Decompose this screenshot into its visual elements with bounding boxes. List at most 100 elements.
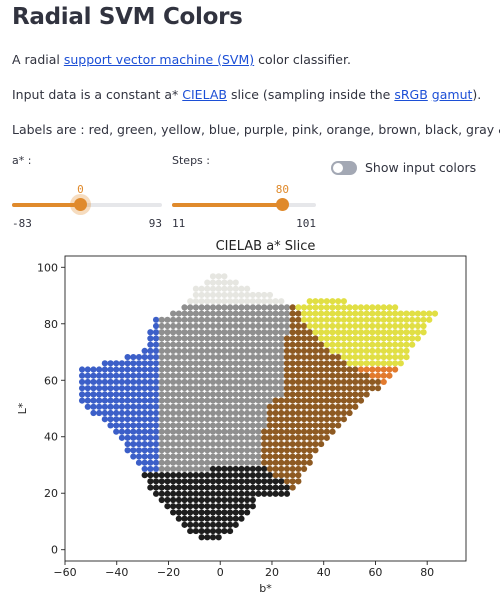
point-yellow bbox=[386, 310, 393, 317]
point-gray bbox=[181, 397, 188, 404]
point-gray bbox=[244, 397, 251, 404]
show-input-colors-toggle[interactable]: Show input colors bbox=[331, 160, 476, 175]
point-gray bbox=[221, 397, 228, 404]
point-gray bbox=[244, 335, 251, 342]
point-black bbox=[170, 472, 177, 479]
point-gray bbox=[158, 422, 165, 429]
point-brown bbox=[289, 329, 296, 336]
point-gray bbox=[164, 422, 171, 429]
point-gray bbox=[192, 403, 200, 410]
point-gray bbox=[158, 397, 165, 404]
point-brown bbox=[289, 422, 296, 429]
point-gray bbox=[192, 316, 200, 323]
point-yellow bbox=[318, 329, 325, 336]
point-blue bbox=[130, 422, 137, 429]
point-black bbox=[221, 515, 228, 522]
point-gray bbox=[232, 347, 239, 354]
point-gray bbox=[158, 354, 165, 361]
point-gray bbox=[164, 316, 171, 323]
point-gray bbox=[266, 329, 273, 336]
point-gray bbox=[198, 335, 205, 342]
point-yellow bbox=[346, 329, 353, 336]
point-yellow bbox=[329, 298, 336, 305]
point-brown bbox=[340, 378, 347, 386]
point-brown bbox=[346, 403, 353, 410]
point-blue bbox=[141, 372, 148, 379]
point-gray bbox=[204, 391, 211, 398]
point-black bbox=[278, 484, 285, 491]
point-blue bbox=[124, 428, 131, 435]
point-blue bbox=[118, 428, 126, 435]
point-blue bbox=[152, 378, 160, 386]
point-blue bbox=[96, 397, 103, 404]
point-yellow bbox=[420, 316, 427, 323]
steps-slider-track[interactable] bbox=[172, 198, 316, 211]
steps-slider-control[interactable]: 80 11 101 bbox=[172, 167, 316, 230]
point-black bbox=[221, 527, 228, 535]
point-brown bbox=[363, 372, 370, 379]
point-yellow bbox=[357, 360, 365, 367]
point-gray bbox=[272, 335, 279, 342]
point-black bbox=[181, 521, 188, 528]
point-yellow bbox=[374, 322, 382, 330]
a-star-slider-track[interactable] bbox=[12, 198, 162, 211]
toggle-switch[interactable] bbox=[331, 160, 357, 175]
point-brown bbox=[295, 416, 302, 423]
point-gray bbox=[221, 341, 228, 348]
point-gray bbox=[198, 366, 205, 373]
point-gray bbox=[187, 322, 194, 330]
point-gray bbox=[232, 372, 239, 379]
point-gray bbox=[209, 440, 217, 448]
point-brown bbox=[374, 378, 382, 386]
point-brown bbox=[329, 416, 336, 423]
point-brown bbox=[295, 329, 302, 336]
steps-slider-thumb[interactable] bbox=[276, 198, 290, 211]
a-star-slider-control[interactable]: 0 -83 93 bbox=[12, 167, 162, 230]
point-yellow bbox=[340, 316, 347, 323]
point-brown bbox=[323, 360, 330, 367]
point-gray bbox=[204, 428, 211, 435]
point-yellow bbox=[392, 341, 399, 348]
srgb-link[interactable]: sRGB bbox=[394, 87, 428, 102]
point-yellow bbox=[352, 322, 359, 330]
point-black bbox=[198, 496, 205, 504]
gamut-link[interactable]: gamut bbox=[431, 87, 473, 102]
point-black bbox=[204, 496, 211, 504]
point-brown bbox=[312, 447, 319, 454]
a-star-slider-thumb[interactable] bbox=[74, 198, 88, 211]
point-gray bbox=[226, 459, 234, 466]
point-gray bbox=[255, 416, 262, 423]
point-brown bbox=[335, 416, 342, 423]
point-yellow bbox=[335, 316, 342, 323]
point-gray bbox=[187, 329, 194, 336]
point-black bbox=[221, 490, 228, 497]
point-gray bbox=[164, 397, 171, 404]
point-yellow bbox=[380, 310, 387, 317]
point-yellow bbox=[420, 310, 427, 317]
point-black bbox=[170, 503, 177, 510]
point-gray bbox=[164, 391, 171, 398]
point-white bbox=[209, 273, 217, 280]
point-gray bbox=[215, 434, 222, 441]
point-brown bbox=[363, 378, 370, 386]
point-brown bbox=[340, 416, 347, 423]
point-brown bbox=[272, 422, 279, 429]
point-gray bbox=[266, 385, 273, 392]
point-blue bbox=[141, 416, 148, 423]
point-blue bbox=[135, 434, 143, 441]
cielab-link[interactable]: CIELAB bbox=[182, 87, 227, 102]
point-gray bbox=[158, 428, 165, 435]
point-brown bbox=[329, 360, 336, 367]
point-gray bbox=[238, 310, 245, 317]
point-gray bbox=[226, 385, 234, 392]
point-gray bbox=[255, 385, 262, 392]
point-gray bbox=[187, 341, 194, 348]
svm-link[interactable]: support vector machine (SVM) bbox=[63, 52, 255, 67]
point-gray bbox=[164, 465, 171, 473]
point-black bbox=[170, 496, 177, 504]
point-black bbox=[164, 472, 171, 479]
point-gray bbox=[249, 428, 256, 435]
point-gray bbox=[221, 428, 228, 435]
point-black bbox=[232, 496, 239, 504]
point-blue bbox=[96, 366, 103, 373]
